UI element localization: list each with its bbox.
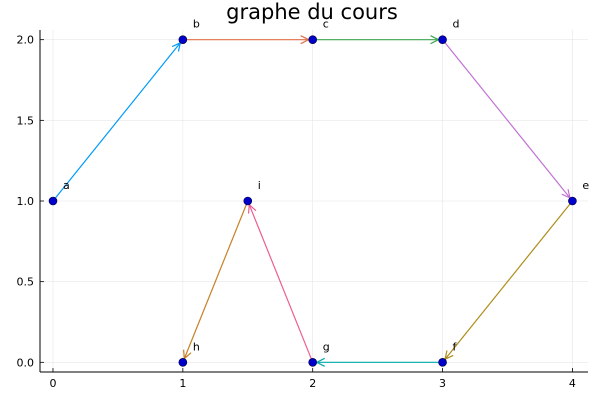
x-tick-label: 4 (569, 377, 576, 390)
node-i (243, 196, 253, 206)
edge-i-h (183, 200, 249, 359)
node-label-h: h (193, 340, 200, 353)
nodes (48, 35, 577, 367)
y-tick-label: 2.0 (17, 34, 35, 47)
y-tick-label: 0.5 (17, 276, 35, 289)
node-h (178, 358, 188, 367)
grid (40, 30, 588, 372)
node-label-i: i (258, 179, 261, 192)
node-b (178, 35, 188, 44)
edges (52, 35, 573, 367)
y-tick-label: 0.0 (17, 356, 35, 369)
node-label-b: b (193, 18, 200, 31)
node-g (308, 358, 318, 367)
node-label-e: e (582, 179, 589, 192)
chart-title: graphe du cours (226, 0, 398, 24)
node-label-d: d (453, 18, 460, 31)
node-a (48, 196, 58, 206)
edge-a-b (52, 42, 181, 202)
node-d (438, 35, 447, 44)
node-f (438, 358, 447, 367)
node-labels: a b c d e f g h i (63, 18, 589, 354)
node-label-f: f (453, 340, 458, 353)
x-tick-label: 2 (309, 377, 316, 390)
edge-d-e (442, 39, 571, 199)
y-tick-label: 1.0 (17, 195, 35, 208)
node-e (568, 196, 577, 206)
axes: 0 1 2 3 4 0.0 0.5 1.0 1.5 2.0 (17, 30, 588, 390)
node-label-a: a (63, 179, 70, 192)
node-label-c: c (323, 18, 329, 31)
y-tick-label: 1.5 (17, 114, 35, 127)
x-tick-label: 1 (179, 377, 186, 390)
edge-e-f (444, 200, 573, 360)
x-tick-label: 3 (439, 377, 446, 390)
node-c (308, 35, 318, 44)
edge-g-i (248, 204, 314, 363)
x-tick-label: 0 (49, 377, 56, 390)
node-label-g: g (323, 340, 330, 353)
